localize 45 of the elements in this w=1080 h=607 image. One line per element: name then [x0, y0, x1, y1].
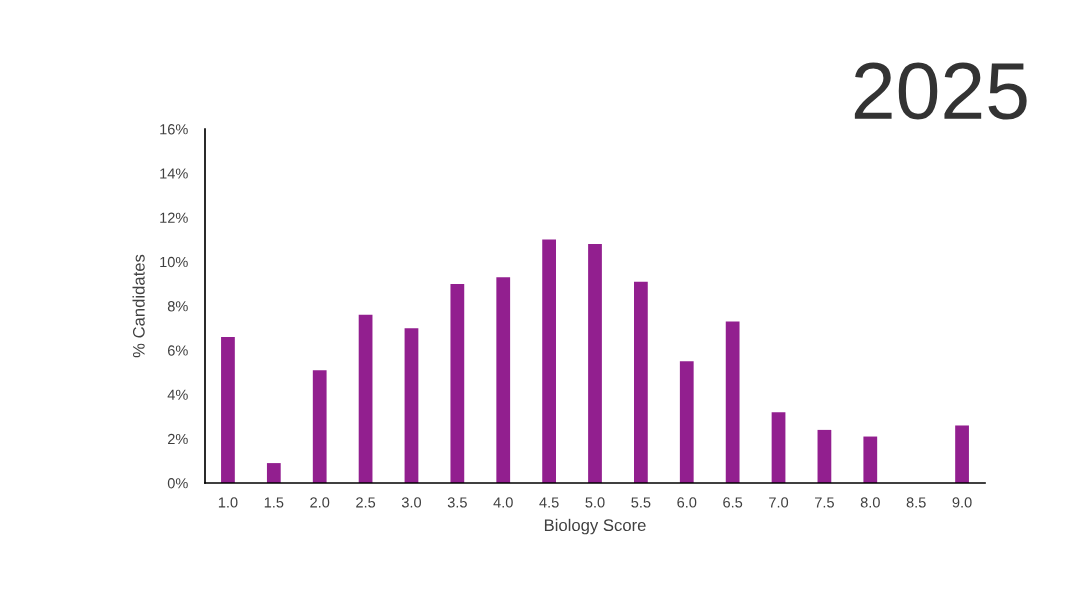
y-tick-label: 8%: [167, 301, 188, 312]
x-tick-label: 1.5: [264, 497, 284, 508]
x-tick-label: 6.0: [677, 497, 697, 508]
x-axis-title: Biology Score: [544, 518, 646, 535]
y-tick-label: 0%: [167, 478, 188, 489]
x-tick-label: 1.0: [218, 497, 238, 508]
x-tick-label: 6.5: [723, 497, 743, 508]
bar: [450, 283, 465, 483]
bar: [679, 361, 694, 483]
bar: [542, 239, 556, 483]
x-tick-label: 9.0: [952, 497, 972, 508]
bar: [404, 328, 419, 483]
bar: [312, 370, 327, 483]
y-tick-label: 14%: [160, 168, 188, 179]
y-axis-title: % Candidates: [132, 254, 145, 358]
bar: [634, 281, 648, 483]
x-tick-label: 8.0: [860, 497, 880, 508]
bar: [496, 277, 511, 483]
y-tick-label: 4%: [167, 389, 188, 400]
x-tick-label: 2.0: [310, 497, 330, 508]
bar: [955, 425, 969, 483]
x-tick-label: 2.5: [356, 497, 376, 508]
y-tick-label: 6%: [168, 345, 188, 356]
bar: [771, 412, 786, 483]
x-tick-label: 5.0: [585, 497, 605, 508]
y-tick-label: 2%: [167, 433, 188, 445]
y-tick-label: 10%: [160, 256, 188, 268]
x-tick-label: 4.5: [539, 497, 559, 508]
x-tick-label: 3.5: [447, 497, 467, 508]
x-tick-label: 8.5: [906, 497, 926, 508]
bar: [817, 429, 832, 483]
bar: [266, 463, 281, 483]
x-tick-label: 5.5: [631, 497, 651, 508]
bar: [725, 321, 740, 483]
bar: [863, 436, 878, 483]
y-tick-label: 12%: [160, 212, 188, 223]
y-tick-label: 16%: [160, 124, 188, 135]
x-tick-label: 7.5: [815, 497, 834, 508]
x-tick-label: 7.0: [769, 497, 789, 508]
bar: [221, 336, 235, 483]
x-tick-label: 4.0: [493, 497, 513, 508]
bar: [588, 244, 602, 483]
bar: [358, 314, 373, 483]
x-tick-label: 3.0: [401, 497, 422, 508]
chart-title: 2025: [854, 62, 1027, 120]
